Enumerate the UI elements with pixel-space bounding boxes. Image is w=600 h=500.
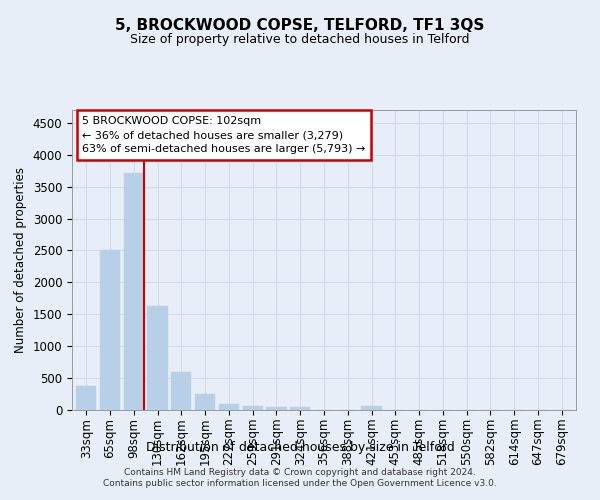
Bar xyxy=(361,406,382,410)
Bar xyxy=(100,250,120,410)
Text: Size of property relative to detached houses in Telford: Size of property relative to detached ho… xyxy=(130,32,470,46)
Y-axis label: Number of detached properties: Number of detached properties xyxy=(14,167,27,353)
Bar xyxy=(171,372,191,410)
Text: Distribution of detached houses by size in Telford: Distribution of detached houses by size … xyxy=(146,441,454,454)
Text: 5 BROCKWOOD COPSE: 102sqm
← 36% of detached houses are smaller (3,279)
63% of se: 5 BROCKWOOD COPSE: 102sqm ← 36% of detac… xyxy=(82,116,365,154)
Text: Contains HM Land Registry data © Crown copyright and database right 2024.
Contai: Contains HM Land Registry data © Crown c… xyxy=(103,468,497,487)
Bar xyxy=(124,172,144,410)
Text: 5, BROCKWOOD COPSE, TELFORD, TF1 3QS: 5, BROCKWOOD COPSE, TELFORD, TF1 3QS xyxy=(115,18,485,32)
Bar xyxy=(242,406,263,410)
Bar xyxy=(266,407,287,410)
Bar xyxy=(76,386,97,410)
Bar xyxy=(219,404,239,410)
Bar xyxy=(290,408,310,410)
Bar xyxy=(195,394,215,410)
Bar xyxy=(148,306,167,410)
